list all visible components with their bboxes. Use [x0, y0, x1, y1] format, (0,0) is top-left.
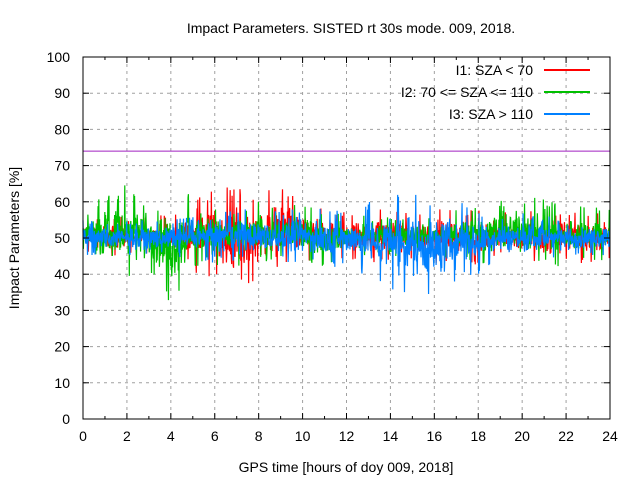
x-tick-label: 8: [255, 428, 263, 444]
legend-label-2: I2: 70 <= SZA <= 110: [401, 84, 533, 100]
x-tick-label: 6: [211, 428, 219, 444]
y-tick-label: 70: [54, 158, 70, 174]
y-tick-label: 20: [54, 339, 70, 355]
x-tick-label: 12: [339, 428, 355, 444]
x-tick-label: 4: [167, 428, 175, 444]
x-tick-label: 0: [79, 428, 87, 444]
y-tick-label: 40: [54, 266, 70, 282]
x-tick-label: 10: [295, 428, 311, 444]
y-tick-label: 30: [54, 302, 70, 318]
y-tick-label: 80: [54, 121, 70, 137]
grid: [83, 57, 610, 419]
x-tick-label: 14: [383, 428, 399, 444]
x-axis-label: GPS time [hours of doy 009, 2018]: [239, 459, 454, 475]
x-tick-label: 2: [123, 428, 131, 444]
legend-label-1: I1: SZA < 70: [456, 62, 534, 78]
y-axis-label: Impact Parameters [%]: [6, 167, 22, 309]
tick-labels: 0 2 4 6 8 10 12 14 16 18 20 22 240102030405060708090…: [47, 49, 618, 444]
axes: [82, 56, 611, 420]
series-line-3: [82, 194, 611, 294]
y-tick-label: 50: [54, 230, 70, 246]
chart-title: Impact Parameters. SISTED rt 30s mode. 0…: [187, 20, 515, 36]
x-tick-label: 20: [514, 428, 530, 444]
series-group: [82, 185, 611, 301]
y-tick-label: 90: [54, 85, 70, 101]
x-tick-label: 18: [470, 428, 486, 444]
x-tick-label: 16: [427, 428, 443, 444]
y-tick-label: 0: [62, 411, 70, 427]
y-tick-label: 60: [54, 194, 70, 210]
legend: I1: SZA < 70 I2: 70 <= SZA <= 110 I3: SZA …: [401, 62, 590, 122]
y-tick-label: 100: [47, 49, 71, 65]
x-tick-label: 24: [602, 428, 618, 444]
y-tick-label: 10: [54, 375, 70, 391]
x-tick-label: 22: [558, 428, 574, 444]
legend-label-3: I3: SZA > 110: [449, 106, 533, 122]
